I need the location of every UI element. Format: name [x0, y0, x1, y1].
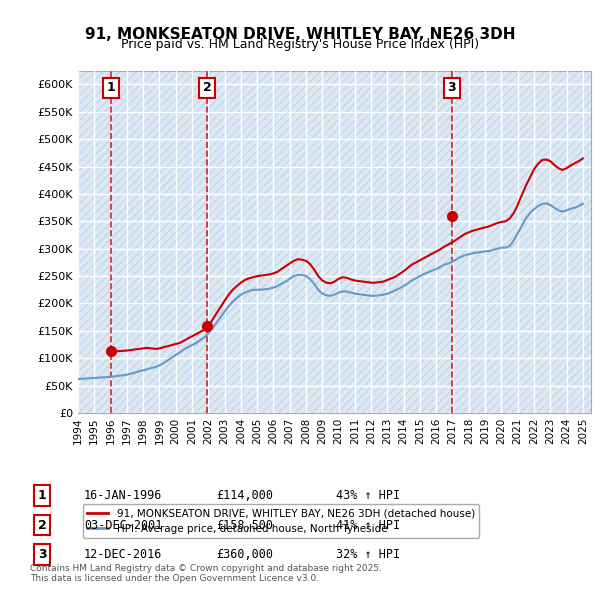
Text: 16-JAN-1996: 16-JAN-1996 — [84, 489, 163, 502]
Text: Contains HM Land Registry data © Crown copyright and database right 2025.
This d: Contains HM Land Registry data © Crown c… — [30, 563, 382, 583]
Text: £114,000: £114,000 — [216, 489, 273, 502]
Legend: 91, MONKSEATON DRIVE, WHITLEY BAY, NE26 3DH (detached house), HPI: Average price: 91, MONKSEATON DRIVE, WHITLEY BAY, NE26 … — [83, 504, 479, 538]
Text: 1: 1 — [107, 81, 116, 94]
Text: 3: 3 — [38, 548, 46, 561]
Text: 32% ↑ HPI: 32% ↑ HPI — [336, 548, 400, 561]
Text: 12-DEC-2016: 12-DEC-2016 — [84, 548, 163, 561]
Text: 1: 1 — [38, 489, 46, 502]
Text: 03-DEC-2001: 03-DEC-2001 — [84, 519, 163, 532]
Text: 41% ↑ HPI: 41% ↑ HPI — [336, 519, 400, 532]
Text: 3: 3 — [448, 81, 456, 94]
Text: Price paid vs. HM Land Registry's House Price Index (HPI): Price paid vs. HM Land Registry's House … — [121, 38, 479, 51]
Text: 2: 2 — [38, 519, 46, 532]
Text: 43% ↑ HPI: 43% ↑ HPI — [336, 489, 400, 502]
Text: £360,000: £360,000 — [216, 548, 273, 561]
Text: 2: 2 — [203, 81, 211, 94]
Text: £158,500: £158,500 — [216, 519, 273, 532]
Text: 91, MONKSEATON DRIVE, WHITLEY BAY, NE26 3DH: 91, MONKSEATON DRIVE, WHITLEY BAY, NE26 … — [85, 27, 515, 41]
